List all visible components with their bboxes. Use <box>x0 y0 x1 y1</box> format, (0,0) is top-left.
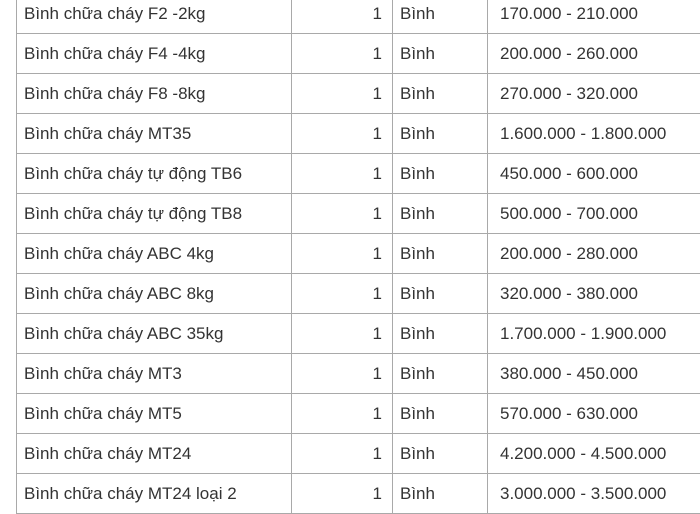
product-name-cell: Bình chữa cháy F4 -4kg <box>16 33 292 74</box>
table-row: Bình chữa cháy MT24 1 Bình 4.200.000 - 4.50… <box>16 433 700 474</box>
unit-cell: Bình <box>392 73 488 114</box>
quantity-cell: 1 <box>291 353 393 394</box>
price-table: Bình chữa cháy F2 -2kg 1 Bình 170.000 - 210… <box>16 0 700 514</box>
unit-cell: Bình <box>392 153 488 194</box>
quantity-cell: 1 <box>291 233 393 274</box>
unit-cell: Bình <box>392 0 488 34</box>
unit-cell: Bình <box>392 193 488 234</box>
unit-cell: Bình <box>392 473 488 514</box>
quantity-cell: 1 <box>291 193 393 234</box>
table-row: Bình chữa cháy tự động TB8 1 Bình 500.000 -… <box>16 193 700 234</box>
left-column-edge <box>0 0 16 500</box>
quantity-cell: 1 <box>291 473 393 514</box>
quantity-cell: 1 <box>291 393 393 434</box>
table-row: Bình chữa cháy F4 -4kg 1 Bình 200.000 - 260… <box>16 33 700 74</box>
table-row: Bình chữa cháy F8 -8kg 1 Bình 270.000 - 320… <box>16 73 700 114</box>
price-range-cell: 200.000 - 260.000 <box>487 33 700 74</box>
table-row: Bình chữa cháy ABC 8kg 1 Bình 320.000 - 380… <box>16 273 700 314</box>
table-row: Bình chữa cháy F2 -2kg 1 Bình 170.000 - 210… <box>16 0 700 34</box>
price-range-cell: 570.000 - 630.000 <box>487 393 700 434</box>
unit-cell: Bình <box>392 33 488 74</box>
product-name-cell: Bình chữa cháy tự động TB8 <box>16 193 292 234</box>
table-row: Bình chữa cháy MT35 1 Bình 1.600.000 - 1.80… <box>16 113 700 154</box>
product-name-cell: Bình chữa cháy MT3 <box>16 353 292 394</box>
quantity-cell: 1 <box>291 33 393 74</box>
unit-cell: Bình <box>392 433 488 474</box>
quantity-cell: 1 <box>291 113 393 154</box>
unit-cell: Bình <box>392 113 488 154</box>
table-row: Bình chữa cháy MT5 1 Bình 570.000 - 630.000 <box>16 393 700 434</box>
product-name-cell: Bình chữa cháy MT24 loại 2 <box>16 473 292 514</box>
quantity-cell: 1 <box>291 273 393 314</box>
table-row: Bình chữa cháy ABC 4kg 1 Bình 200.000 - 280… <box>16 233 700 274</box>
price-range-cell: 3.000.000 - 3.500.000 <box>487 473 700 514</box>
price-range-cell: 170.000 - 210.000 <box>487 0 700 34</box>
quantity-cell: 1 <box>291 153 393 194</box>
price-range-cell: 500.000 - 700.000 <box>487 193 700 234</box>
product-name-cell: Bình chữa cháy ABC 8kg <box>16 273 292 314</box>
price-range-cell: 450.000 - 600.000 <box>487 153 700 194</box>
table-row: Bình chữa cháy MT3 1 Bình 380.000 - 450.000 <box>16 353 700 394</box>
quantity-cell: 1 <box>291 73 393 114</box>
price-range-cell: 320.000 - 380.000 <box>487 273 700 314</box>
unit-cell: Bình <box>392 233 488 274</box>
table-row: Bình chữa cháy MT24 loại 2 1 Bình 3.000.000… <box>16 473 700 514</box>
unit-cell: Bình <box>392 273 488 314</box>
quantity-cell: 1 <box>291 0 393 34</box>
price-range-cell: 270.000 - 320.000 <box>487 73 700 114</box>
unit-cell: Bình <box>392 393 488 434</box>
quantity-cell: 1 <box>291 433 393 474</box>
price-range-cell: 200.000 - 280.000 <box>487 233 700 274</box>
product-name-cell: Bình chữa cháy MT24 <box>16 433 292 474</box>
product-name-cell: Bình chữa cháy MT35 <box>16 113 292 154</box>
price-range-cell: 4.200.000 - 4.500.000 <box>487 433 700 474</box>
price-range-cell: 1.600.000 - 1.800.000 <box>487 113 700 154</box>
unit-cell: Bình <box>392 313 488 354</box>
table-row: Bình chữa cháy ABC 35kg 1 Bình 1.700.000 - … <box>16 313 700 354</box>
quantity-cell: 1 <box>291 313 393 354</box>
price-range-cell: 380.000 - 450.000 <box>487 353 700 394</box>
product-name-cell: Bình chữa cháy ABC 4kg <box>16 233 292 274</box>
price-range-cell: 1.700.000 - 1.900.000 <box>487 313 700 354</box>
unit-cell: Bình <box>392 353 488 394</box>
product-name-cell: Bình chữa cháy tự động TB6 <box>16 153 292 194</box>
table-row: Bình chữa cháy tự động TB6 1 Bình 450.000 -… <box>16 153 700 194</box>
product-name-cell: Bình chữa cháy MT5 <box>16 393 292 434</box>
product-name-cell: Bình chữa cháy ABC 35kg <box>16 313 292 354</box>
product-name-cell: Bình chữa cháy F2 -2kg <box>16 0 292 34</box>
product-name-cell: Bình chữa cháy F8 -8kg <box>16 73 292 114</box>
